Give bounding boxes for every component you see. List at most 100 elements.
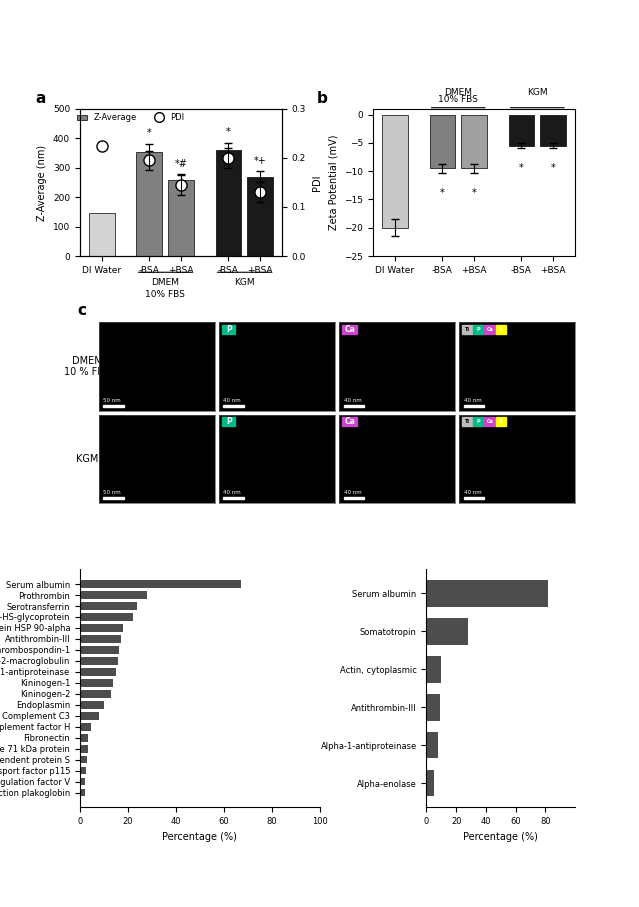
Bar (426, 694, 440, 720)
Text: KGM: KGM (234, 278, 254, 288)
Bar (222, 325, 235, 334)
Text: P: P (477, 419, 481, 424)
Bar (426, 732, 438, 758)
Bar (80, 591, 147, 599)
Text: Ca: Ca (344, 325, 355, 334)
Bar (80, 602, 137, 610)
Bar (463, 417, 473, 426)
Bar (80, 723, 91, 730)
Y-axis label: Zeta Potential (mV): Zeta Potential (mV) (328, 135, 339, 230)
Text: 10% FBS: 10% FBS (438, 95, 478, 104)
Bar (509, 114, 534, 146)
Bar (80, 613, 133, 620)
Bar (80, 712, 99, 719)
Text: 50 nm: 50 nm (104, 398, 121, 403)
Text: KGM: KGM (527, 88, 548, 97)
Bar (80, 778, 85, 785)
Text: 50 nm: 50 nm (104, 491, 121, 495)
Text: *: * (226, 127, 231, 137)
Bar (224, 497, 244, 499)
Text: *: * (551, 162, 555, 172)
X-axis label: Percentage (%): Percentage (%) (162, 832, 237, 842)
Bar (426, 770, 434, 796)
Bar (215, 150, 241, 256)
Text: 10% FBS: 10% FBS (145, 290, 185, 299)
Bar (463, 497, 484, 499)
Bar (426, 656, 442, 683)
Bar (80, 635, 121, 643)
Bar (343, 417, 357, 426)
Text: *: * (472, 188, 477, 198)
Text: DMEM: DMEM (151, 278, 179, 288)
Text: 40 nm: 40 nm (344, 398, 361, 403)
Bar (80, 679, 114, 687)
Bar (484, 325, 495, 334)
Bar (80, 701, 104, 708)
Bar (382, 114, 408, 228)
Y-axis label: Z-Average (nm): Z-Average (nm) (37, 144, 47, 220)
Bar (463, 405, 484, 406)
Text: 40 nm: 40 nm (463, 491, 481, 495)
Bar (344, 497, 364, 499)
Bar (80, 646, 119, 654)
Y-axis label: PDI: PDI (312, 174, 321, 190)
Text: 40 nm: 40 nm (344, 491, 361, 495)
Bar (473, 325, 484, 334)
Bar (80, 657, 118, 665)
Bar (473, 417, 484, 426)
Text: 40 nm: 40 nm (224, 398, 242, 403)
X-axis label: Percentage (%): Percentage (%) (463, 832, 538, 842)
Bar (224, 405, 244, 406)
Bar (426, 619, 468, 645)
Text: b: b (316, 91, 327, 106)
Bar (80, 734, 88, 742)
Text: DMEM: DMEM (444, 88, 472, 97)
Bar (222, 417, 235, 426)
Bar (426, 580, 548, 607)
Text: Ca: Ca (486, 419, 493, 424)
Text: Ca: Ca (344, 417, 355, 426)
Bar (80, 580, 240, 588)
Bar (104, 405, 125, 406)
Bar (80, 690, 111, 697)
Text: *#: *# (174, 159, 187, 169)
Legend: Z-Average, PDI: Z-Average, PDI (74, 110, 188, 126)
Bar (495, 325, 506, 334)
Bar (343, 325, 357, 334)
Bar (344, 405, 364, 406)
Bar (540, 114, 566, 146)
Text: P: P (477, 327, 481, 332)
Bar (247, 177, 273, 256)
Text: KGM: KGM (76, 454, 98, 463)
Bar (104, 497, 125, 499)
Bar (80, 766, 86, 775)
Bar (484, 417, 495, 426)
Text: *: * (147, 128, 151, 138)
Bar (495, 417, 506, 426)
Bar (463, 325, 473, 334)
Text: Ti: Ti (465, 419, 470, 424)
Bar (80, 668, 116, 676)
Bar (461, 114, 487, 169)
Bar (137, 151, 162, 256)
Text: P: P (226, 417, 231, 426)
Bar (80, 789, 85, 796)
Text: *: * (519, 162, 524, 172)
Bar (80, 624, 123, 632)
Bar (168, 180, 194, 256)
Text: Ti: Ti (465, 327, 470, 332)
Text: a: a (35, 91, 46, 106)
Bar (80, 745, 88, 753)
Text: *+: *+ (254, 156, 266, 166)
Text: S: S (499, 327, 502, 332)
Bar (80, 756, 87, 764)
Text: c: c (77, 303, 87, 317)
Text: P: P (226, 325, 231, 334)
Bar (429, 114, 455, 169)
Bar (89, 213, 115, 256)
Text: S: S (499, 419, 502, 424)
Text: 40 nm: 40 nm (224, 491, 242, 495)
Text: *: * (440, 188, 445, 198)
Text: 40 nm: 40 nm (463, 398, 481, 403)
Text: DMEM
10 % FBS: DMEM 10 % FBS (65, 356, 111, 377)
